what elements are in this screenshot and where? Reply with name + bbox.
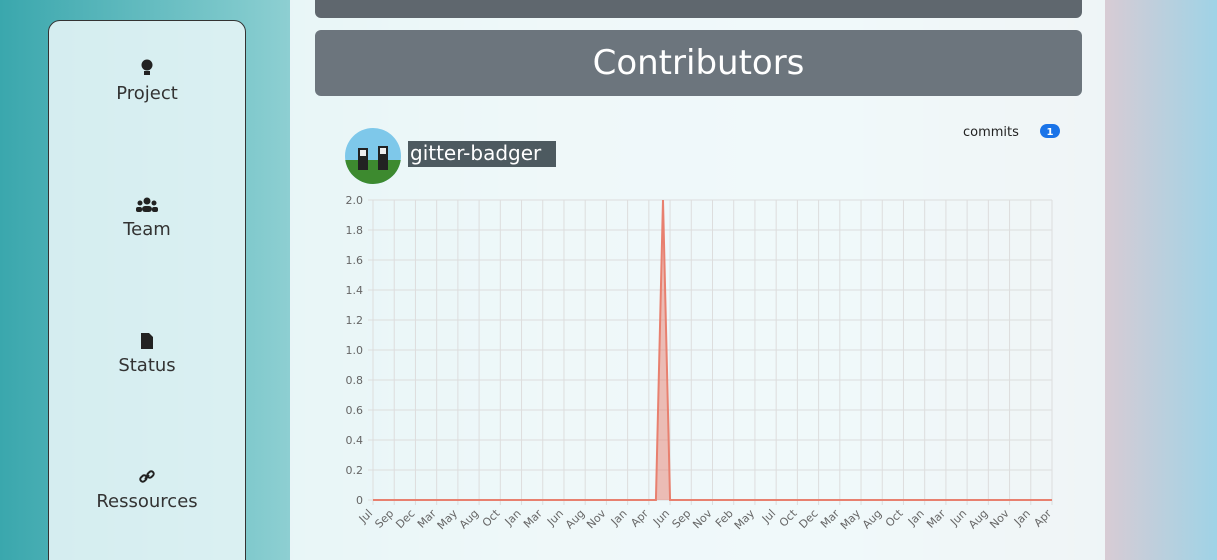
y-tick-label: 0.2 <box>346 464 364 477</box>
x-tick-label: Dec <box>393 507 417 531</box>
x-tick-label: Jul <box>356 507 375 526</box>
y-tick-label: 0 <box>356 494 363 507</box>
x-tick-label: May <box>838 507 864 533</box>
x-tick-label: Feb <box>713 507 736 530</box>
x-tick-label: Aug <box>966 507 990 531</box>
stat-label: commits <box>963 125 1019 140</box>
x-tick-label: May <box>732 507 758 533</box>
x-tick-label: Apr <box>1031 507 1054 530</box>
x-tick-label: Aug <box>563 507 587 531</box>
x-tick-label: Mar <box>818 507 842 531</box>
avatar <box>345 128 401 184</box>
y-tick-label: 1.2 <box>346 314 364 327</box>
x-tick-label: Apr <box>628 507 651 530</box>
y-tick-label: 2.0 <box>346 194 364 207</box>
x-tick-label: Jan <box>1011 507 1033 529</box>
contributor-chart: gitter-badger commits 1 0 0.2 0.4 0.6 0.8 1.0… <box>0 0 1217 560</box>
x-tick-label: Jan <box>905 507 927 529</box>
x-tick-label: Sep <box>670 507 694 531</box>
x-tick-label: Jun <box>650 507 672 529</box>
y-tick-label: 1.8 <box>346 224 364 237</box>
x-tick-label: Nov <box>690 507 715 532</box>
y-tick-label: 1.4 <box>346 284 364 297</box>
x-tick-label: Oct <box>480 506 503 529</box>
x-tick-label: Jul <box>759 507 778 526</box>
x-tick-label: Oct <box>777 506 800 529</box>
x-tick-label: Jan <box>502 507 524 529</box>
x-tick-label: Mar <box>924 507 948 531</box>
y-tick-label: 1.0 <box>346 344 364 357</box>
x-tick-label: Mar <box>415 507 439 531</box>
y-tick-label: 0.4 <box>346 434 364 447</box>
page: Project Team Status Ressources Contribut… <box>0 0 1217 560</box>
x-tick-label: Nov <box>987 507 1012 532</box>
x-tick-label: Dec <box>796 507 820 531</box>
x-tick-label: Nov <box>584 507 609 532</box>
commit-count: 1 <box>1047 127 1054 138</box>
y-tick-label: 0.8 <box>346 374 364 387</box>
x-tick-label: May <box>435 507 461 533</box>
x-tick-label: Mar <box>521 507 545 531</box>
x-tick-label: Sep <box>372 507 396 531</box>
x-tick-label: Jan <box>608 507 630 529</box>
x-tick-label: Jun <box>947 507 969 529</box>
x-tick-label: Aug <box>457 507 481 531</box>
y-tick-label: 1.6 <box>346 254 364 267</box>
x-tick-label: Jun <box>544 507 566 529</box>
x-tick-label: Oct <box>883 506 906 529</box>
x-tick-label: Aug <box>860 507 884 531</box>
contributor-name[interactable]: gitter-badger <box>410 141 542 165</box>
y-tick-label: 0.6 <box>346 404 364 417</box>
